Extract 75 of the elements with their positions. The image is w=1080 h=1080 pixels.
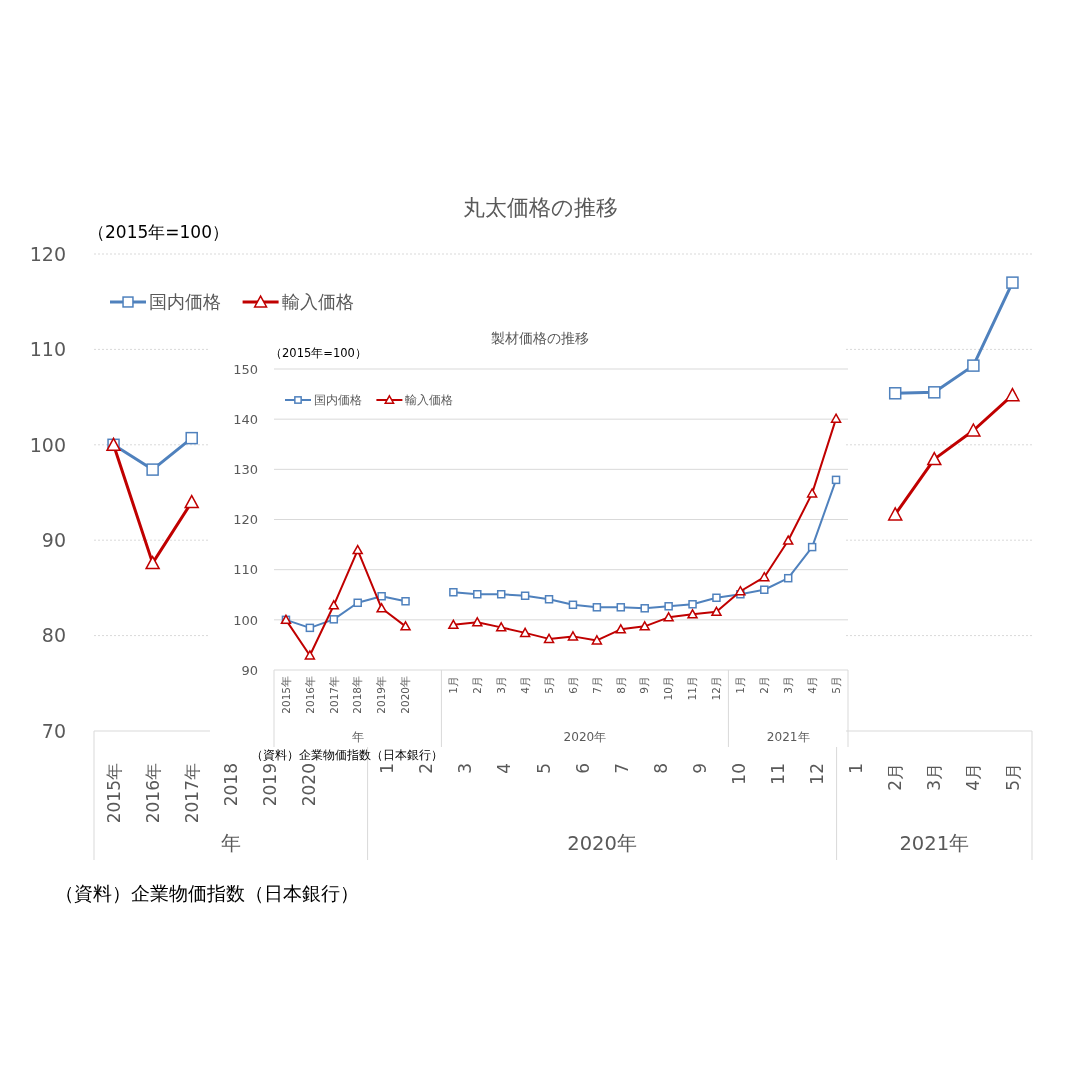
x-tick-label: 2 xyxy=(416,763,437,774)
x-tick-label: 8 xyxy=(650,763,671,774)
legend-label: 輸入価格 xyxy=(405,393,454,408)
x-tick-label: 10月 xyxy=(662,676,675,701)
annotation: 2020年 xyxy=(563,730,607,744)
y-tick-label: 70 xyxy=(41,719,66,742)
legend-label: 国内価格 xyxy=(314,393,362,408)
chart-title: 製材価格の推移 xyxy=(491,330,589,346)
legend-label: 輸入価格 xyxy=(281,291,354,313)
text: 2021年 xyxy=(899,832,970,855)
y-tick-label: 110 xyxy=(233,562,258,578)
x-tick-label: 4月 xyxy=(963,763,984,791)
y-tick-label: 100 xyxy=(233,612,258,628)
x-tick-label: 4月 xyxy=(518,676,531,694)
x-tick-label: 7 xyxy=(611,763,632,774)
x-tick-label: 2020 xyxy=(299,763,320,807)
x-tick-label: 5月 xyxy=(829,676,842,694)
x-tick-label: 2月 xyxy=(885,763,906,791)
annotation: 2021年 xyxy=(766,730,810,744)
x-tick-label: 6月 xyxy=(566,676,579,694)
x-tick-label: 3月 xyxy=(924,763,945,791)
x-tick-label: 9月 xyxy=(638,676,651,694)
x-tick-label: 2019 xyxy=(259,763,280,807)
x-tick-label: 4 xyxy=(494,763,515,774)
x-tick-label: 2019年 xyxy=(375,676,388,714)
text: 2020年 xyxy=(567,832,637,855)
text: 年 xyxy=(220,832,241,855)
y-tick-label: 90 xyxy=(241,662,258,678)
y-tick-label: 100 xyxy=(29,433,66,456)
x-tick-label: 6 xyxy=(572,763,593,774)
x-tick-label: 2016年 xyxy=(303,676,316,714)
y-tick-label: 120 xyxy=(29,242,66,265)
x-tick-label: 2018 xyxy=(220,763,241,807)
x-tick-label: 4月 xyxy=(805,676,818,694)
x-tick-label: 3月 xyxy=(781,676,794,694)
x-tick-label: 8月 xyxy=(614,676,627,694)
x-tick-label: 2015年 xyxy=(103,763,124,824)
x-tick-label: 2月 xyxy=(471,676,484,694)
x-tick-label: 1月 xyxy=(447,676,460,694)
y-axis-title: （2015年=100） xyxy=(270,346,367,360)
y-tick-label: 90 xyxy=(41,529,66,552)
x-tick-label: 5月 xyxy=(1002,763,1023,791)
text: （資料）企業物価指数（日本銀行） xyxy=(251,748,443,762)
x-tick-label: 3月 xyxy=(494,676,507,694)
x-tick-label: 1 xyxy=(846,763,867,774)
x-tick-label: 9 xyxy=(689,763,710,774)
x-tick-label: 11月 xyxy=(686,676,699,701)
y-tick-label: 120 xyxy=(233,512,258,528)
x-tick-label: 2015年 xyxy=(279,676,292,714)
y-tick-label: 130 xyxy=(233,462,258,478)
x-tick-label: 5月 xyxy=(542,676,555,694)
y-tick-label: 140 xyxy=(233,411,258,427)
y-tick-label: 150 xyxy=(233,361,258,377)
x-tick-label: 2017年 xyxy=(181,763,202,824)
chart-title: 丸太価格の推移 xyxy=(462,195,618,220)
y-tick-label: 110 xyxy=(29,338,66,361)
annotation: 年 xyxy=(351,730,364,744)
y-axis-title: （2015年=100） xyxy=(88,222,229,242)
x-tick-label: 3 xyxy=(455,763,476,774)
x-tick-label: 10 xyxy=(728,763,749,785)
x-tick-label: 2020年 xyxy=(399,676,412,714)
y-tick-label: 80 xyxy=(41,624,66,647)
x-tick-label: 2016年 xyxy=(142,763,163,824)
x-tick-label: 12 xyxy=(807,763,828,785)
x-tick-label: 5 xyxy=(533,763,554,774)
legend-label: 国内価格 xyxy=(149,291,221,313)
x-tick-label: 11 xyxy=(768,763,789,785)
x-tick-label: 2017年 xyxy=(327,676,340,714)
x-tick-label: 1月 xyxy=(734,676,747,694)
x-tick-label: 2月 xyxy=(758,676,771,694)
text: （資料）企業物価指数（日本銀行） xyxy=(55,882,359,904)
x-tick-label: 12月 xyxy=(710,676,723,701)
x-tick-label: 2018年 xyxy=(351,676,364,714)
x-tick-label: 7月 xyxy=(590,676,603,694)
x-tick-label: 1 xyxy=(377,763,398,774)
